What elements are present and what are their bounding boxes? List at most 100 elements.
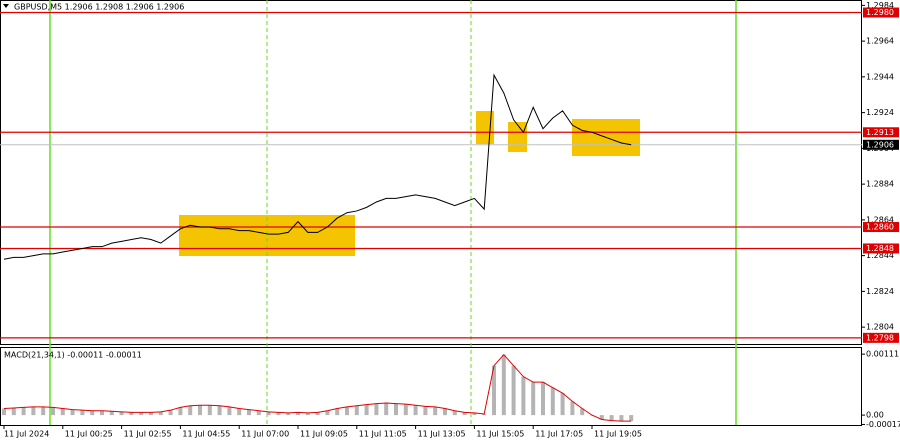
macd-bar xyxy=(276,412,281,416)
macd-bar xyxy=(501,354,506,416)
macd-bar xyxy=(423,406,428,416)
x-tick-label: 11 Jul 00:25 xyxy=(65,430,113,439)
annotations xyxy=(3,0,737,425)
macd-bar xyxy=(472,412,477,416)
macd-bar xyxy=(51,407,55,416)
level-label: 1.2848 xyxy=(866,244,894,253)
macd-bar xyxy=(609,415,614,421)
macd-bar xyxy=(237,408,242,416)
level-label-box xyxy=(863,127,899,138)
y-tick-label: 1.2804 xyxy=(866,323,894,332)
level-label-box xyxy=(863,243,899,254)
macd-bar xyxy=(266,411,271,416)
macd-bar xyxy=(560,393,565,416)
y-tick-label: 1.2864 xyxy=(866,215,894,224)
macd-bar xyxy=(227,406,232,416)
macd-bar xyxy=(374,403,379,416)
y-tick-label: 1.2944 xyxy=(866,72,894,81)
y-tick-label: 0.00111 xyxy=(866,350,899,359)
menu-arrow xyxy=(3,4,9,8)
macd-bar xyxy=(168,410,173,416)
macd-bar xyxy=(247,409,251,416)
macd-title: MACD(21,34,1) -0.00011 -0.00011 xyxy=(4,351,142,360)
x-tick-label: 11 Jul 19:05 xyxy=(594,430,642,439)
macd-bar xyxy=(286,412,291,416)
highlight-box xyxy=(179,215,355,256)
chart-title: GBPUSD,M5 1.2906 1.2908 1.2906 1.2906 xyxy=(14,3,184,12)
macd-bar xyxy=(394,403,398,416)
level-label: 1.2798 xyxy=(866,333,894,342)
macd-bar xyxy=(345,406,349,416)
macd-bar xyxy=(550,387,555,416)
macd-bar xyxy=(178,407,183,416)
macd-bar xyxy=(2,408,6,416)
level-label-box xyxy=(863,7,899,18)
current-price-label: 1.2906 xyxy=(866,140,894,149)
macd-bar xyxy=(433,406,438,416)
macd-bar xyxy=(296,412,300,416)
macd-bar xyxy=(11,407,16,416)
macd-bar xyxy=(100,410,104,416)
level-label-box xyxy=(863,332,899,343)
y-tick-label: 0.00 xyxy=(866,411,884,420)
x-tick-label: 11 Jul 11:05 xyxy=(359,430,407,439)
x-tick-label: 11 Jul 02:55 xyxy=(124,430,172,439)
macd-bar xyxy=(90,410,95,416)
price-line xyxy=(3,73,632,260)
macd-bar xyxy=(188,405,193,416)
macd-bar xyxy=(256,410,261,416)
macd-bar xyxy=(443,408,447,416)
macd-bar xyxy=(129,412,134,416)
macd-bar xyxy=(335,408,340,416)
macd-bar xyxy=(629,415,634,422)
macd-bar xyxy=(217,405,222,416)
macd-bar xyxy=(531,382,536,416)
macd-bar xyxy=(354,405,359,416)
macd-bar xyxy=(149,412,153,416)
level-label: 1.2913 xyxy=(866,128,894,137)
x-tick-label: 11 Jul 04:55 xyxy=(182,430,230,439)
x-tick-label: 11 Jul 09:05 xyxy=(300,430,348,439)
macd-bar xyxy=(482,414,487,416)
macd-bar xyxy=(21,407,26,416)
macd-bar xyxy=(315,412,320,416)
macd-bar xyxy=(619,415,624,422)
macd-bar xyxy=(364,404,369,416)
x-tick-label: 11 Jul 13:05 xyxy=(418,430,466,439)
level-label-box xyxy=(863,222,899,233)
macd-bar xyxy=(541,382,545,416)
price-panel xyxy=(0,0,862,345)
x-tick-label: 11 Jul 17:05 xyxy=(535,430,583,439)
level-label: 1.2860 xyxy=(866,223,894,232)
macd-bar xyxy=(60,408,65,416)
macd-bar xyxy=(521,376,526,416)
macd-bar xyxy=(570,401,575,416)
macd-bar xyxy=(413,405,418,416)
macd-bar xyxy=(384,403,389,416)
macd-bar xyxy=(80,410,85,416)
macd-bar xyxy=(139,412,144,416)
y-tick-label: 1.2844 xyxy=(866,251,894,260)
macd-bar xyxy=(511,365,516,416)
y-tick-label: 1.2924 xyxy=(866,108,894,117)
macd-bar xyxy=(119,411,124,416)
macd-bar xyxy=(462,412,467,416)
macd-bar xyxy=(70,409,75,416)
y-tick-label: 1.2824 xyxy=(866,287,894,296)
macd-bar xyxy=(109,411,114,416)
macd-bar xyxy=(207,405,212,416)
macd-bar xyxy=(325,410,330,416)
y-tick-label: 1.2884 xyxy=(866,180,894,189)
x-tick-label: 11 Jul 15:05 xyxy=(476,430,524,439)
y-tick-label: -0.00017 xyxy=(866,420,900,429)
current-price-box xyxy=(863,139,899,150)
x-tick-label: 11 Jul 2024 xyxy=(4,430,49,439)
macd-bar xyxy=(158,411,163,416)
macd-bar xyxy=(41,406,46,416)
macd-bar xyxy=(492,365,496,416)
y-tick-label: 1.2984 xyxy=(866,1,894,10)
macd-signal-line xyxy=(3,353,632,422)
macd-bar xyxy=(580,408,585,416)
y-tick-label: 1.2964 xyxy=(866,37,894,46)
